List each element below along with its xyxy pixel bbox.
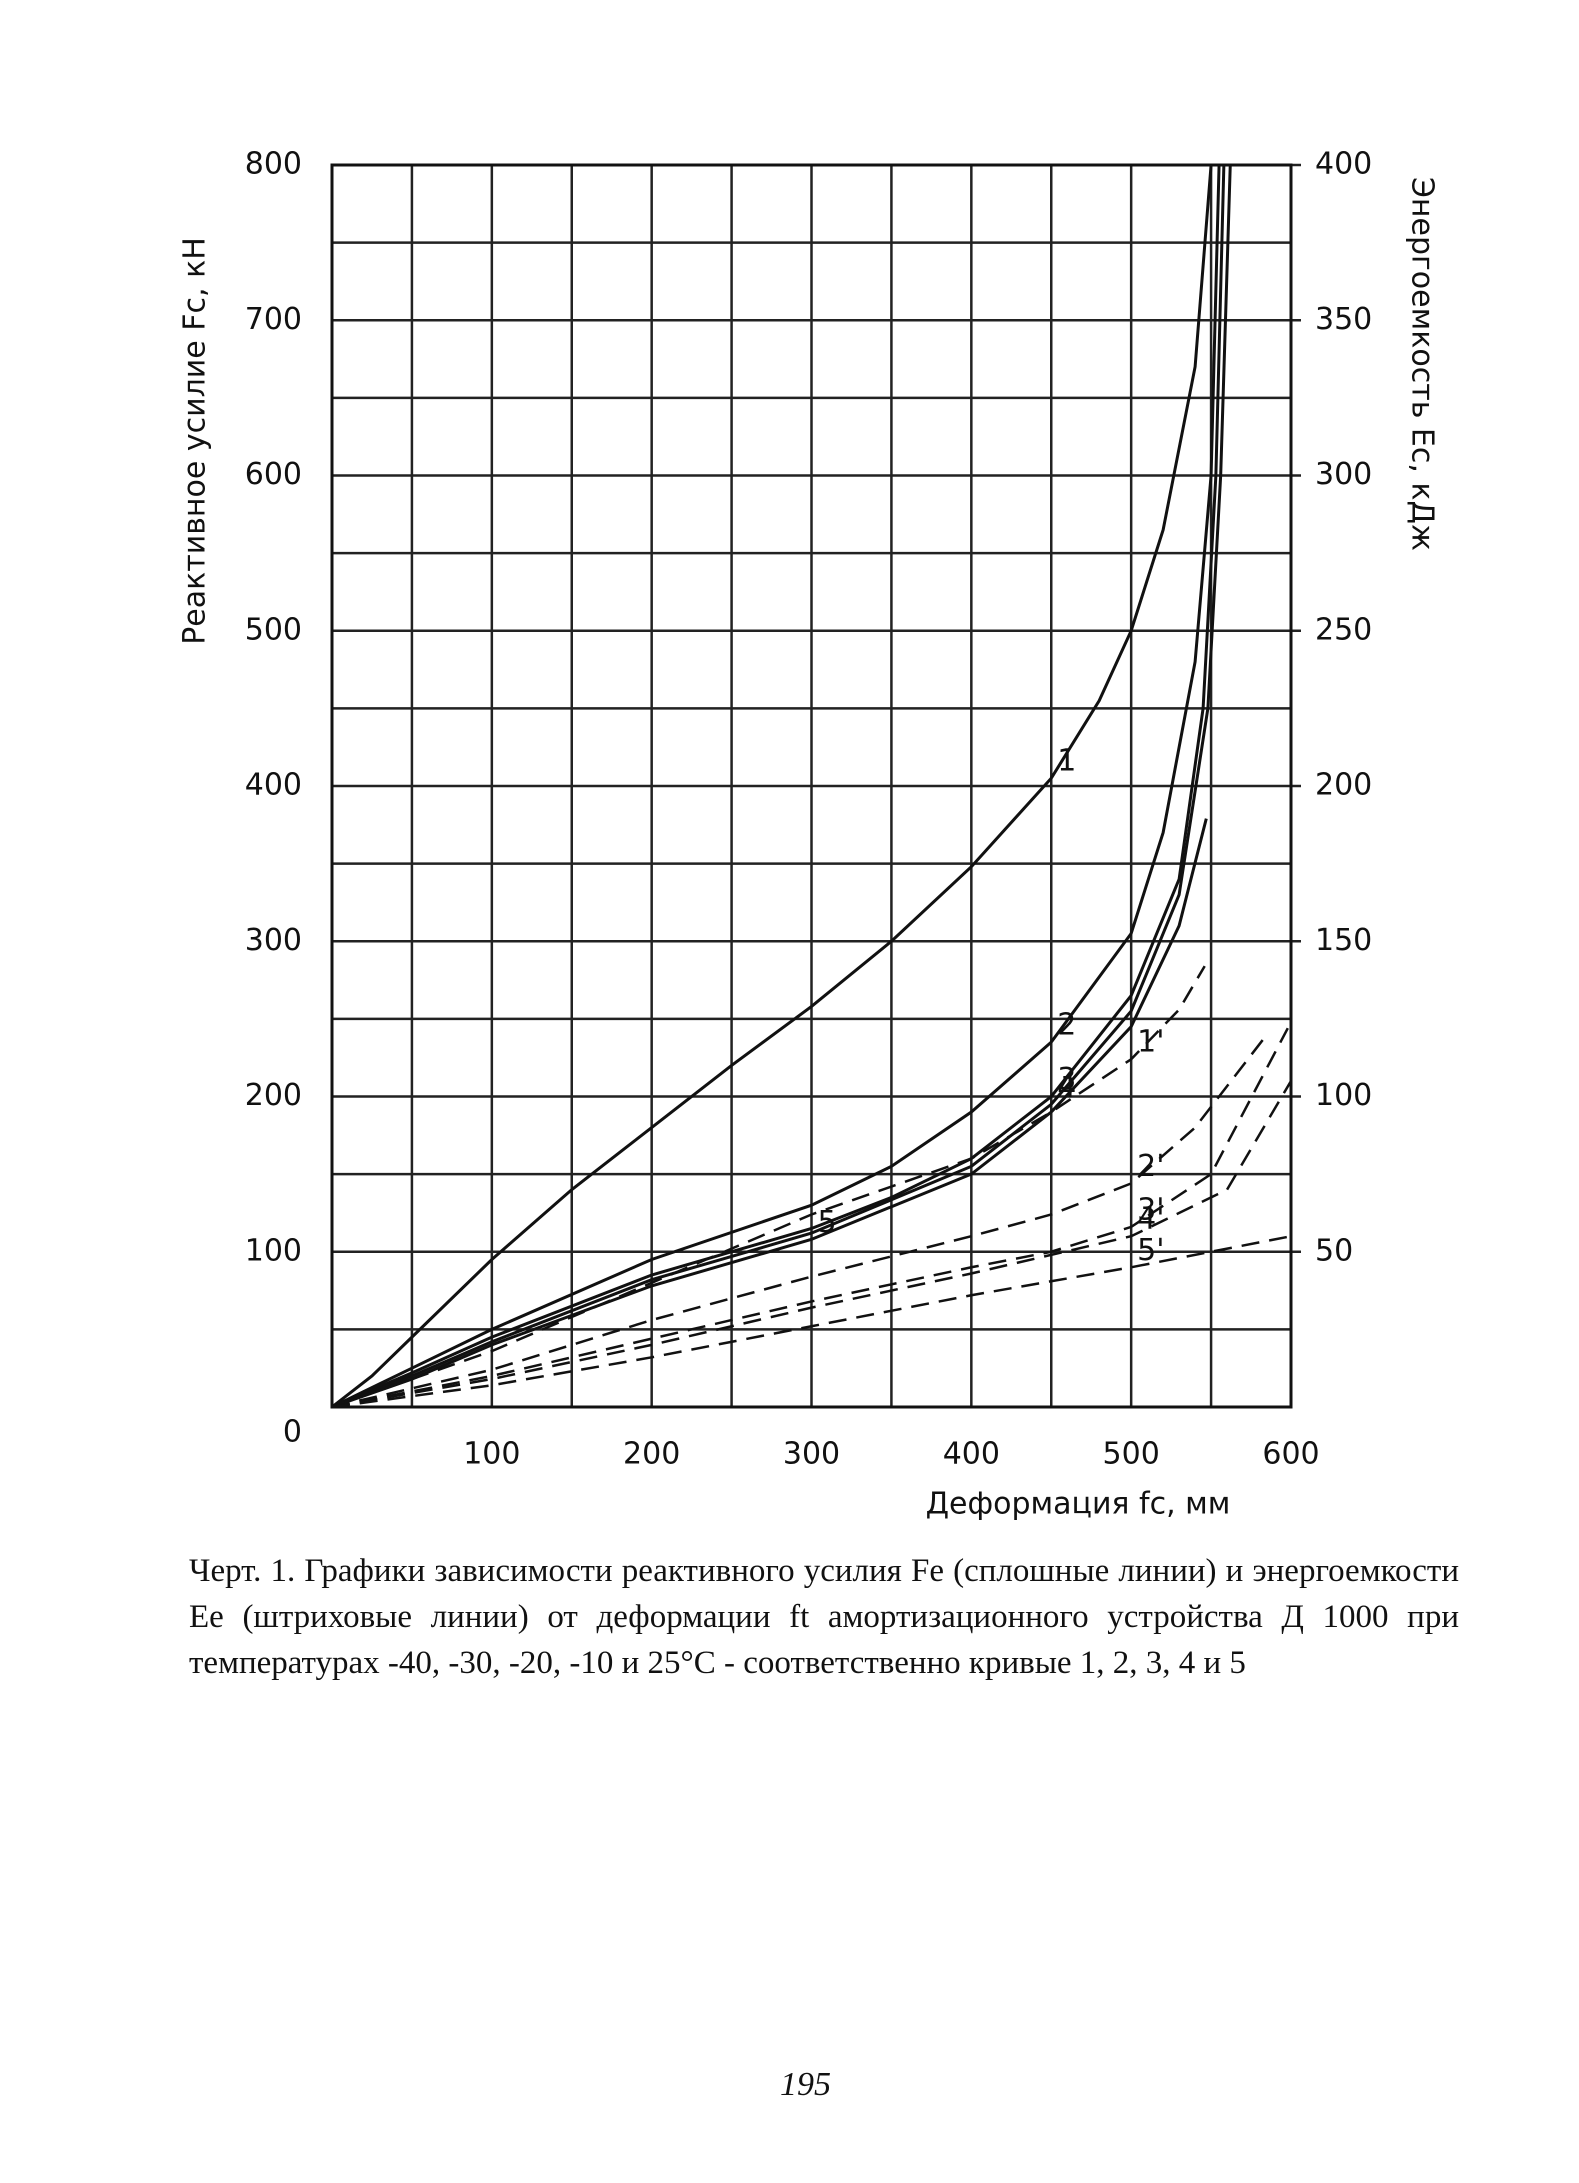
y-tick-label: 300 (245, 923, 302, 958)
energy-curve (332, 965, 1206, 1407)
energy-curve (332, 1027, 1289, 1407)
x-axis-label: Деформация fc, мм (926, 1487, 1231, 1522)
curve-label: 5 (818, 1205, 837, 1240)
force-curve (332, 818, 1208, 1407)
curve-label: 4 (1057, 1070, 1076, 1105)
y-tick-label: 400 (245, 768, 302, 803)
force-curve (332, 165, 1221, 1407)
y2-tick-label: 200 (1315, 768, 1372, 803)
y2-tick-label: 300 (1315, 457, 1372, 492)
energy-curve (332, 1033, 1269, 1407)
curve-label: 3 (1057, 1062, 1076, 1097)
y2-tick-label: 100 (1315, 1078, 1372, 1113)
curve-label: 3' (1137, 1192, 1164, 1227)
y2-tick-label: 250 (1315, 612, 1372, 647)
energy-curve (332, 1080, 1291, 1407)
curve-label: 2' (1137, 1149, 1164, 1184)
caption: Черт. 1. Графики зависимости реактивного… (189, 1553, 1459, 1681)
x-tick-label: 600 (1262, 1437, 1319, 1472)
y-tick-label: 100 (245, 1233, 302, 1268)
x-tick-label: 200 (623, 1437, 680, 1472)
chart: Деформация fc, мм Реактивное усилие Fc, … (178, 147, 1440, 1522)
y2-tick-label: 150 (1315, 923, 1372, 958)
plot-area (332, 165, 1291, 1407)
y-tick-label: 800 (245, 147, 302, 182)
x-tick-label: 300 (783, 1437, 840, 1472)
plot-frame (330, 163, 1293, 1409)
y-tick-label: 200 (245, 1078, 302, 1113)
curve-label: 1 (1057, 744, 1076, 779)
y-tick-label: 500 (245, 612, 302, 647)
x-tick-label: 500 (1103, 1437, 1160, 1472)
curve-label: 4' (1137, 1202, 1164, 1237)
y2-axis-label: Энергоемкость Ec, кДж (1405, 177, 1440, 551)
curve-label: 1' (1137, 1025, 1164, 1060)
x-tick-label: 100 (463, 1437, 520, 1472)
y2-tick-label: 50 (1315, 1233, 1353, 1268)
force-curve (332, 165, 1213, 1407)
y-tick-label: 600 (245, 457, 302, 492)
y2-tick-label: 400 (1315, 147, 1372, 182)
curve-label: 2 (1057, 1008, 1076, 1043)
energy-curve (332, 1234, 1291, 1407)
y-tick-label: 700 (245, 302, 302, 337)
curve-label: 5' (1137, 1233, 1164, 1268)
x-tick-label: 400 (943, 1437, 1000, 1472)
y2-tick-label: 350 (1315, 302, 1372, 337)
y-tick-label: 0 (283, 1415, 302, 1450)
y-axis-label: Реактивное усилие Fc, кН (178, 237, 213, 645)
page-number: 195 (780, 2066, 831, 2103)
